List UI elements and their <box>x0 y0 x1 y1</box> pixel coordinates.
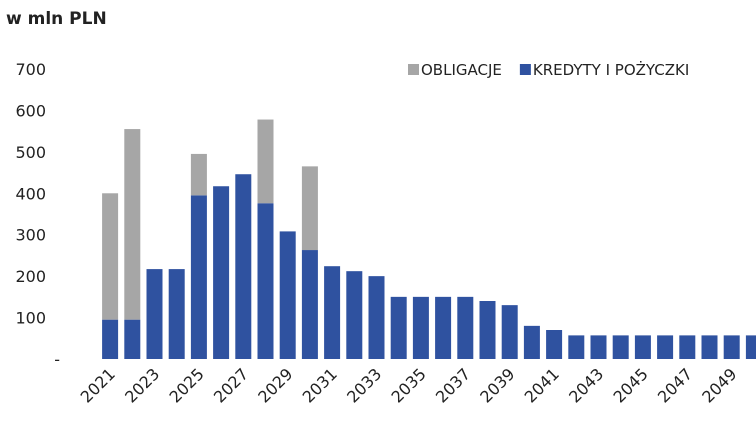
y-tick-label: 100 <box>15 309 46 328</box>
bar <box>368 276 385 359</box>
bar <box>257 203 274 359</box>
y-tick-label: 700 <box>15 60 46 79</box>
bar <box>102 193 119 320</box>
bar <box>124 319 141 359</box>
y-tick-label: - <box>54 350 60 369</box>
bar <box>701 335 718 359</box>
legend-label: OBLIGACJE <box>421 61 502 79</box>
x-tick-label: 2021 <box>77 364 119 406</box>
bar <box>546 330 563 359</box>
bar <box>523 325 540 359</box>
x-tick-label: 2045 <box>610 364 652 406</box>
bar <box>213 186 230 359</box>
bar <box>679 335 696 359</box>
x-tick-label: 2047 <box>654 364 696 406</box>
bar <box>657 335 674 359</box>
bar <box>457 296 474 359</box>
bar <box>634 335 651 359</box>
bar <box>590 335 607 359</box>
bar <box>279 231 296 359</box>
bar <box>146 269 163 359</box>
bar <box>301 166 318 251</box>
bar <box>190 195 207 359</box>
bar <box>301 250 318 359</box>
y-tick-label: 200 <box>15 267 46 286</box>
bar <box>346 271 363 359</box>
bar <box>723 335 740 359</box>
x-tick-label: 2029 <box>254 364 296 406</box>
chart-title: w mln PLN <box>6 9 107 29</box>
bar <box>612 335 629 359</box>
bar <box>435 296 452 359</box>
x-tick-label: 2035 <box>388 364 430 406</box>
y-tick-label: 300 <box>15 226 46 245</box>
x-tick-label: 2039 <box>476 364 518 406</box>
bar <box>124 129 141 320</box>
x-tick-label: 2037 <box>432 364 474 406</box>
y-tick-label: 600 <box>15 101 46 120</box>
legend-swatch <box>408 64 419 75</box>
bar <box>235 174 252 359</box>
bar <box>324 266 341 359</box>
x-tick-label: 2049 <box>698 364 740 406</box>
y-tick-label: 400 <box>15 184 46 203</box>
bar <box>190 153 207 196</box>
y-tick-label: 500 <box>15 143 46 162</box>
x-tick-label: 2023 <box>121 364 163 406</box>
x-tick-label: 2031 <box>299 364 341 406</box>
bar <box>745 335 756 359</box>
bar <box>102 319 119 359</box>
x-tick-label: 2027 <box>210 364 252 406</box>
bar <box>390 296 407 359</box>
legend-swatch <box>519 64 531 75</box>
bar <box>168 269 185 359</box>
bar <box>412 296 429 359</box>
x-tick-label: 2041 <box>521 364 563 406</box>
bar <box>257 119 274 204</box>
bar <box>568 335 585 359</box>
x-tick-label: 2043 <box>565 364 607 406</box>
legend-label: KREDYTY I POŻYCZKI <box>533 60 689 79</box>
x-tick-label: 2025 <box>166 364 208 406</box>
x-tick-label: 2033 <box>343 364 385 406</box>
bar <box>479 301 496 359</box>
bar <box>501 305 518 359</box>
